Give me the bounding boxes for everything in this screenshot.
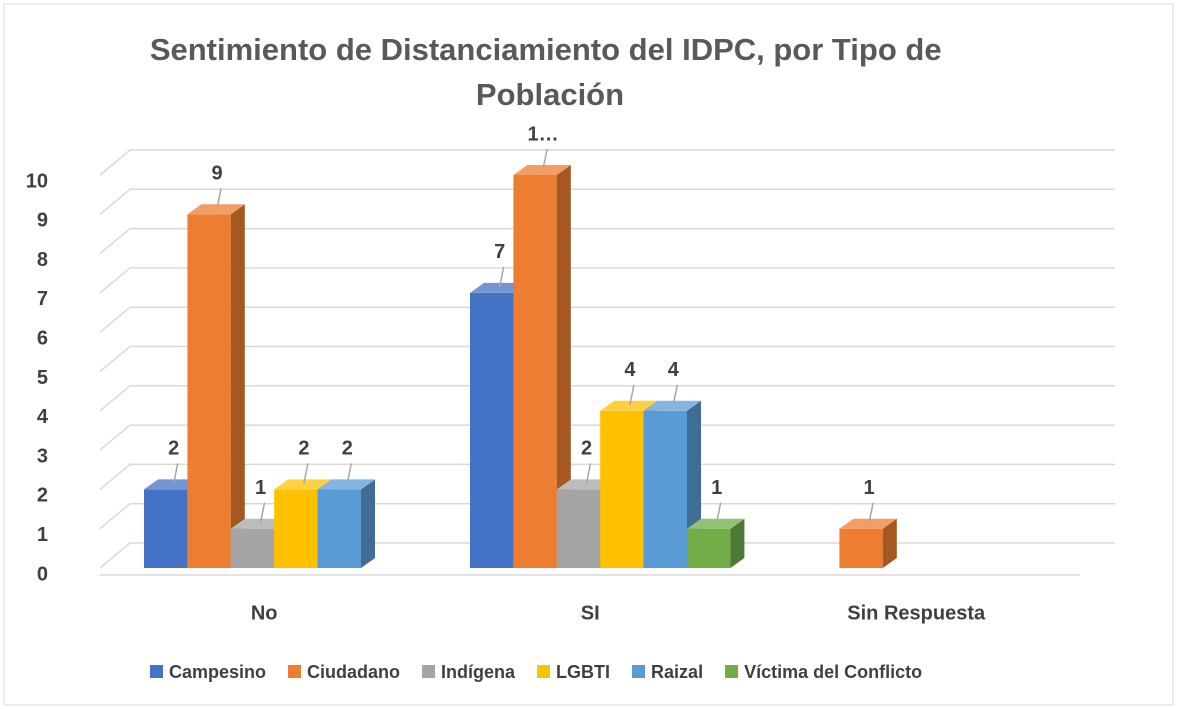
bar-side bbox=[730, 518, 745, 568]
bar-side bbox=[882, 518, 897, 568]
legend-label: Raizal bbox=[651, 662, 703, 682]
legend-swatch bbox=[632, 665, 646, 678]
bar bbox=[600, 410, 644, 568]
legend-label: Ciudadano bbox=[307, 662, 400, 682]
leader-line bbox=[629, 384, 635, 405]
leader-line bbox=[259, 502, 266, 523]
grid-line bbox=[99, 188, 1115, 215]
data-label: 1 bbox=[864, 477, 875, 499]
grid-line bbox=[99, 267, 1115, 294]
legend-label: Indígena bbox=[441, 662, 516, 682]
grid-line bbox=[99, 385, 1115, 412]
bar bbox=[513, 175, 557, 568]
leader-line bbox=[542, 148, 548, 170]
bar bbox=[839, 528, 883, 568]
bar-side bbox=[230, 204, 245, 569]
bar-top bbox=[470, 282, 528, 293]
bar bbox=[470, 292, 514, 568]
bar-top bbox=[839, 518, 897, 529]
bar-top bbox=[187, 204, 245, 215]
y-tick-label: 8 bbox=[37, 249, 48, 271]
y-tick-label: 4 bbox=[37, 406, 49, 428]
bar-side bbox=[556, 165, 571, 568]
x-tick-label: No bbox=[251, 602, 278, 624]
data-label: 4 bbox=[668, 359, 680, 381]
data-label: 4 bbox=[624, 359, 636, 381]
bar bbox=[187, 214, 231, 569]
bar bbox=[687, 528, 731, 568]
leader-line bbox=[216, 188, 222, 209]
data-label: 2 bbox=[298, 438, 309, 460]
leader-line bbox=[498, 266, 505, 288]
bar-top bbox=[317, 479, 375, 490]
leader-line bbox=[868, 502, 874, 523]
bar-top bbox=[144, 479, 202, 490]
legend: Campesino Ciudadano Indígena LGBTI Raizal Víc… bbox=[150, 662, 922, 682]
data-label: 2 bbox=[168, 438, 179, 460]
x-tick-label: Sin Respuesta bbox=[847, 602, 986, 624]
y-tick-label: 7 bbox=[37, 288, 48, 310]
leader-line bbox=[346, 463, 353, 484]
legend-swatch bbox=[288, 665, 302, 678]
data-label: 9 bbox=[212, 163, 223, 185]
data-label: 1 bbox=[711, 477, 722, 499]
legend-swatch bbox=[422, 665, 436, 678]
bar bbox=[230, 528, 275, 568]
bar bbox=[274, 489, 318, 568]
y-tick-label: 0 bbox=[37, 563, 48, 585]
y-tick-label: 6 bbox=[37, 327, 48, 349]
legend-swatch bbox=[537, 665, 551, 678]
bar-top bbox=[556, 479, 615, 490]
data-label: 2 bbox=[581, 438, 592, 460]
y-tick-label: 2 bbox=[37, 485, 48, 507]
leader-line bbox=[172, 463, 179, 484]
legend-swatch bbox=[725, 665, 739, 678]
bar-top bbox=[274, 479, 332, 490]
bar-top bbox=[643, 400, 701, 411]
grid-line bbox=[99, 149, 1115, 176]
bar bbox=[317, 489, 361, 568]
grid-line bbox=[99, 542, 1115, 569]
data-label: 1 bbox=[255, 477, 266, 499]
data-label: 7 bbox=[494, 241, 505, 263]
bar-top bbox=[513, 165, 571, 175]
data-label: 2 bbox=[342, 438, 353, 460]
y-tick-label: 3 bbox=[37, 445, 48, 467]
y-tick-label: 9 bbox=[37, 210, 48, 232]
chart-title: Sentimiento de Distanciamiento del IDPC,… bbox=[150, 32, 950, 112]
legend-label: Víctima del Conflicto bbox=[744, 662, 922, 682]
leader-line bbox=[303, 463, 309, 484]
data-label: 1… bbox=[528, 123, 559, 145]
bar-top bbox=[687, 518, 745, 529]
leader-line bbox=[715, 502, 722, 523]
legend-label: Campesino bbox=[169, 662, 266, 682]
bar bbox=[556, 489, 601, 568]
grid-line bbox=[99, 306, 1115, 333]
bar-side bbox=[361, 479, 375, 568]
y-tick-label: 5 bbox=[37, 367, 48, 389]
y-tick-label: 10 bbox=[26, 170, 48, 192]
grid-line bbox=[99, 463, 1115, 490]
x-tick-label: SI bbox=[581, 602, 600, 624]
bar bbox=[144, 489, 188, 568]
legend-swatch bbox=[150, 665, 163, 678]
bar bbox=[643, 410, 687, 568]
bar-top bbox=[230, 518, 289, 529]
leader-line bbox=[585, 463, 592, 484]
grid-line bbox=[99, 424, 1115, 451]
legend-label: LGBTI bbox=[556, 662, 610, 682]
y-tick-label: 1 bbox=[37, 524, 48, 546]
bar-top bbox=[600, 400, 658, 411]
grid-line bbox=[99, 345, 1115, 373]
grid-line bbox=[99, 227, 1115, 255]
grid-line bbox=[99, 502, 1115, 530]
leader-line bbox=[672, 384, 679, 405]
